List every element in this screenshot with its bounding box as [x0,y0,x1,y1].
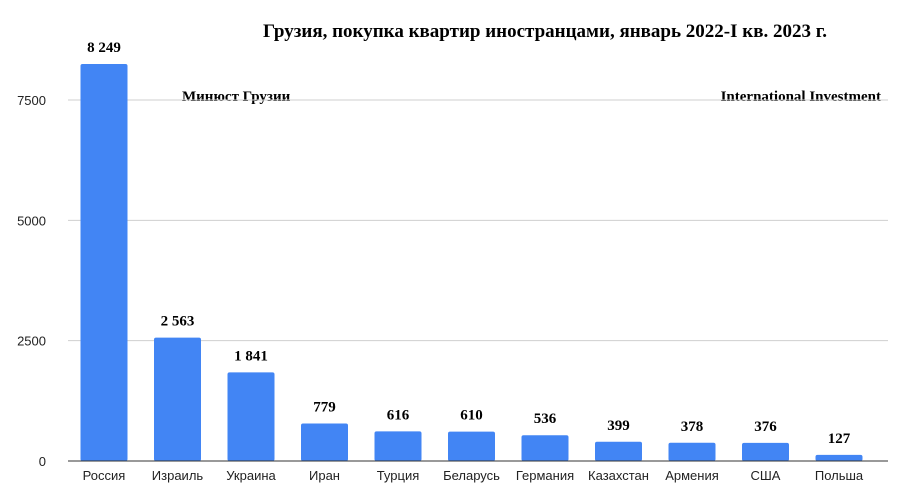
y-tick-label: 2500 [17,334,46,349]
data-labels: 8 249 2 563 1 841 779 616 610 536 399 378 376 127 [87,40,851,447]
bar [595,441,642,461]
data-label: 376 [754,419,777,435]
x-tick-label: США [751,468,781,483]
data-label: 616 [387,407,410,423]
data-label: 399 [607,418,630,434]
chart-title: Грузия, покупка квартир иностранцами, ян… [263,21,827,42]
y-axis-tick-labels: 0 2500 5000 7500 [17,93,46,469]
source-annotation-right: International Investment [721,89,881,105]
bar [742,442,789,461]
source-annotation-left: Минюст Грузии [182,89,291,105]
bar [374,431,422,461]
x-axis-tick-labels: Россия Израиль Украина Иран Турция Беларусь Ге… [83,468,864,483]
data-label: 378 [681,419,704,435]
y-tick-label: 5000 [17,213,46,228]
x-tick-label: Иран [309,468,340,483]
gridlines [68,99,888,342]
y-tick-label: 7500 [17,93,46,108]
bar [448,431,495,461]
bars [80,63,863,462]
x-tick-label: Украина [226,468,276,483]
bar [521,435,569,461]
bar [227,372,275,461]
x-tick-label: Беларусь [443,468,500,483]
data-label: 2 563 [161,314,195,330]
x-tick-label: Турция [377,468,420,483]
x-tick-label: Казахстан [588,468,649,483]
x-tick-label: Израиль [152,468,204,483]
y-tick-label: 0 [39,454,46,469]
data-label: 127 [828,431,851,447]
data-label: 610 [460,408,483,424]
bar [154,337,201,461]
bar [815,454,863,461]
bar [301,423,348,461]
x-tick-label: Армения [665,468,719,483]
data-label: 8 249 [87,40,121,56]
data-label: 1 841 [234,348,268,364]
bar [80,63,128,462]
data-label: 536 [534,411,557,427]
data-label: 779 [313,400,336,416]
x-tick-label: Германия [516,468,574,483]
bar [668,442,716,461]
x-tick-label: Россия [83,468,126,483]
x-tick-label: Польша [815,468,864,483]
